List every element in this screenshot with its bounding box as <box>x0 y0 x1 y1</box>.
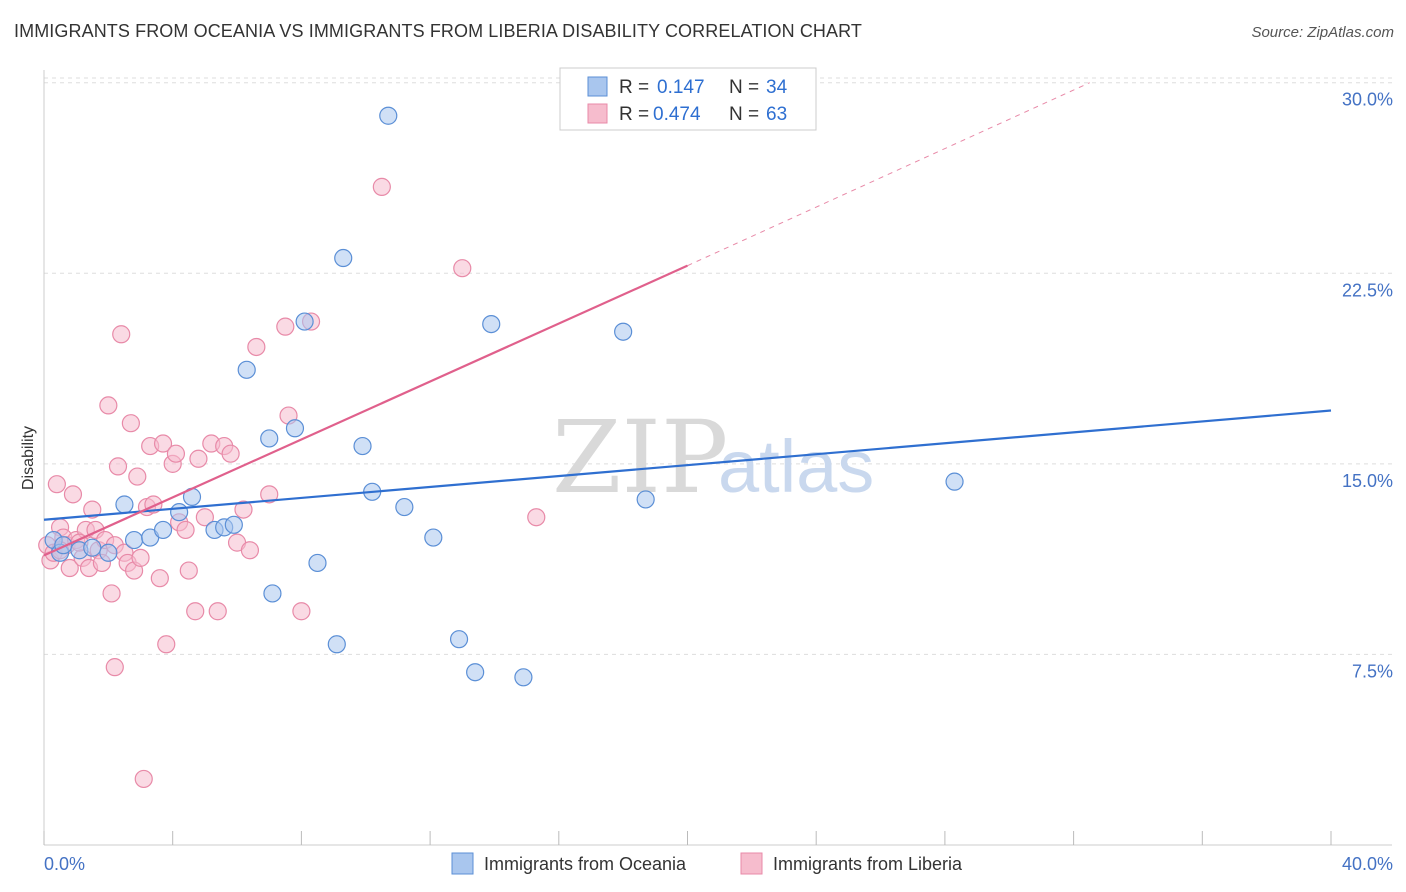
liberia-point <box>99 396 118 415</box>
liberia-point <box>176 520 195 540</box>
oceania-point <box>237 360 256 379</box>
oceania-point <box>482 314 501 334</box>
legend-n-label-oceania: N = <box>729 77 759 98</box>
liberia-point <box>527 508 546 527</box>
oceania-point <box>124 530 144 550</box>
oceania-point <box>334 248 353 268</box>
liberia-point <box>47 475 66 494</box>
bottom-legend-swatch-liberia <box>740 852 763 875</box>
liberia-point <box>208 602 227 621</box>
liberia-point <box>128 467 147 486</box>
liberia-point <box>179 561 198 580</box>
liberia-point <box>83 500 102 519</box>
liberia-point <box>108 457 128 476</box>
liberia-point <box>260 485 279 504</box>
oceania-point <box>285 419 305 438</box>
oceania-point <box>514 668 533 687</box>
y-tick-label: 22.5% <box>1342 280 1393 300</box>
source-label: Source: ZipAtlas.com <box>1251 24 1394 41</box>
oceania-point <box>295 312 314 331</box>
liberia-point <box>166 444 186 463</box>
oceania-point <box>466 663 485 682</box>
oceania-point <box>614 322 633 341</box>
oceania-point <box>263 584 282 603</box>
bottom-legend-label-oceania: Immigrants from Oceania <box>484 854 687 874</box>
legend-box: R = 0.147 N = 34 R = 0.474 N = 63 <box>559 67 817 131</box>
trendline-liberia <box>43 264 688 557</box>
oceania-point <box>224 515 243 534</box>
legend-swatch-liberia <box>587 103 608 124</box>
liberia-point <box>112 325 131 344</box>
liberia-point <box>105 658 124 677</box>
oceania-point <box>424 528 443 547</box>
liberia-point <box>247 337 266 357</box>
legend-r-label-oceania: R = <box>619 77 649 98</box>
liberia-point <box>153 434 173 453</box>
oceania-point <box>327 635 346 654</box>
liberia-point <box>157 635 176 654</box>
bottom-legend: Immigrants from Oceania Immigrants from … <box>451 852 963 875</box>
oceania-point <box>636 490 655 509</box>
legend-r-label-liberia: R = <box>619 104 649 125</box>
oceania-point <box>945 472 964 491</box>
oceania-point <box>170 503 189 522</box>
liberia-point <box>292 602 311 621</box>
liberia-point <box>60 558 79 578</box>
oceania-point <box>379 106 398 125</box>
liberia-point <box>150 569 169 588</box>
y-axis-title: Disability <box>20 426 37 490</box>
liberia-point <box>131 548 150 567</box>
liberia-point <box>372 177 391 196</box>
legend-r-value-liberia: 0.474 <box>653 104 701 125</box>
liberia-point <box>195 508 214 527</box>
series-oceania <box>44 106 964 687</box>
oceania-point <box>99 543 118 562</box>
chart-title: IMMIGRANTS FROM OCEANIA VS IMMIGRANTS FR… <box>14 21 863 41</box>
liberia-point <box>234 500 253 519</box>
liberia-point <box>276 317 295 336</box>
liberia-point <box>63 485 83 504</box>
x-tick-label-max: 40.0% <box>1342 854 1393 874</box>
x-tick-label-min: 0.0% <box>44 854 85 874</box>
liberia-point <box>186 602 205 621</box>
liberia-point <box>189 449 208 468</box>
oceania-point <box>115 495 134 514</box>
axes <box>43 70 1392 846</box>
legend-n-value-liberia: 63 <box>766 104 787 125</box>
trendline-liberia-extension <box>687 82 1090 267</box>
watermark-atlas: atlas <box>718 425 874 508</box>
oceania-point <box>449 630 469 649</box>
liberia-point <box>240 541 260 560</box>
legend-swatch-oceania <box>587 76 608 97</box>
liberia-point <box>134 769 153 789</box>
oceania-point <box>83 538 102 557</box>
oceania-point <box>353 436 372 456</box>
bottom-legend-label-liberia: Immigrants from Liberia <box>773 854 963 874</box>
oceania-point <box>395 497 414 517</box>
x-tick-labels: 0.0% 40.0% <box>44 854 1393 874</box>
legend-n-label-liberia: N = <box>729 104 759 125</box>
legend-r-value-oceania: 0.147 <box>657 77 705 98</box>
trendline-oceania <box>43 409 1332 521</box>
liberia-point <box>221 444 240 463</box>
liberia-point <box>102 584 121 603</box>
bottom-legend-swatch-oceania <box>451 852 474 875</box>
oceania-point <box>308 553 327 573</box>
liberia-point <box>121 414 140 433</box>
y-tick-label: 15.0% <box>1342 471 1393 491</box>
y-tick-label: 30.0% <box>1342 90 1393 110</box>
watermark: ZIP atlas <box>552 399 874 516</box>
oceania-point <box>153 520 173 540</box>
legend-n-value-oceania: 34 <box>766 77 788 98</box>
oceania-point <box>260 429 279 448</box>
series-liberia <box>38 177 546 789</box>
y-tick-label: 7.5% <box>1352 661 1393 681</box>
trendlines <box>43 82 1332 557</box>
y-tick-labels: 7.5% 15.0% 22.5% 30.0% <box>1342 90 1393 682</box>
liberia-point <box>453 259 472 278</box>
